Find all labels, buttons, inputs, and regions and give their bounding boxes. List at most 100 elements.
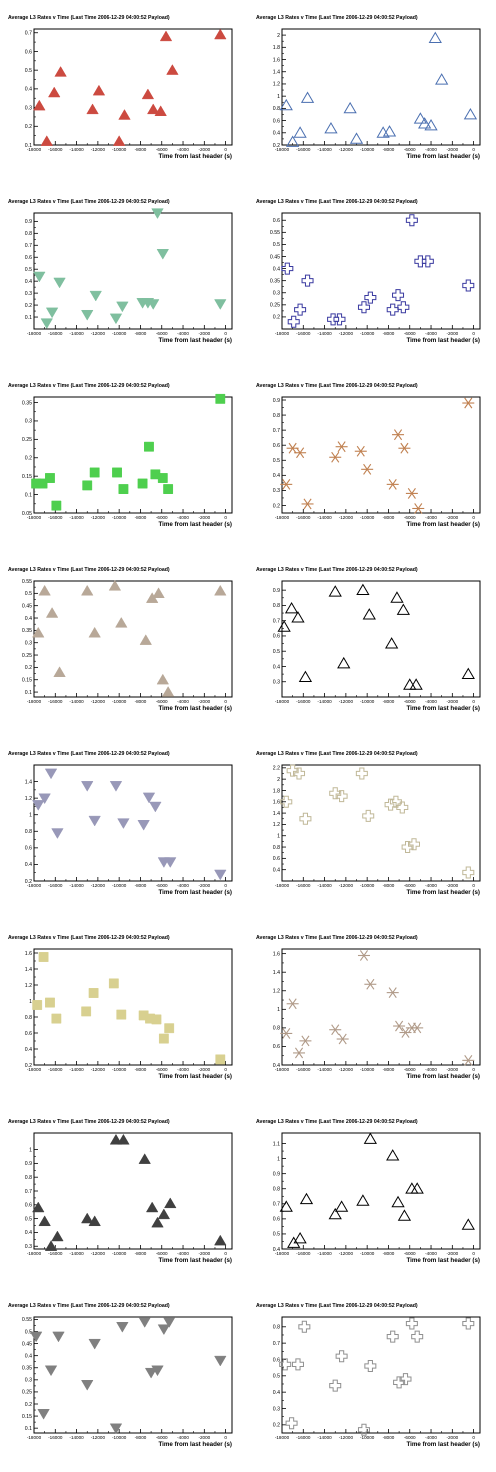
plot-frame — [33, 1132, 233, 1250]
data-markers — [279, 1317, 475, 1436]
x-tick-label: -16000 — [296, 699, 311, 704]
x-axis-label: Time from last header (s) — [406, 337, 480, 344]
x-tick-label: -10000 — [360, 883, 375, 888]
x-tick-label: -4000 — [177, 331, 189, 336]
plot-frame — [281, 28, 481, 146]
x-tick-label: 0 — [472, 1251, 475, 1256]
x-tick-label: -16000 — [296, 515, 311, 520]
y-tick-label: 0.8 — [273, 1026, 280, 1032]
y-tick-label: 1.2 — [273, 82, 280, 88]
x-tick-label: -16000 — [296, 331, 311, 336]
data-point — [399, 1373, 412, 1386]
x-tick-label: -12000 — [91, 147, 106, 152]
x-tick-label: 0 — [224, 1067, 227, 1072]
y-tick-label: 0.6 — [25, 255, 32, 261]
y-tick-label: 0.3 — [25, 419, 32, 425]
y-tick-label: 0.55 — [22, 1317, 32, 1323]
chart-title: Average L3 Rates v Time (Last Time 2006-… — [8, 567, 170, 573]
y-tick-label: 0.6 — [273, 118, 280, 124]
chart-svg: 0.1 0.2 0.3 0.4 0.5 0.6 0.7 0.8 0.9 -18000 -16000 -… — [25, 208, 233, 336]
data-point — [44, 1365, 58, 1377]
data-point — [355, 767, 368, 780]
chart-svg: 0.1 0.15 0.2 0.25 0.3 0.35 0.4 0.45 0.5 0.55 -1800… — [22, 579, 233, 704]
data-point — [293, 1231, 307, 1244]
y-tick-label: 0.5 — [273, 242, 280, 248]
x-tick-label: 0 — [224, 883, 227, 888]
data-point — [118, 109, 131, 120]
data-point — [40, 318, 53, 330]
x-tick-label: -4000 — [425, 883, 437, 888]
x-tick-label: -12000 — [339, 699, 354, 704]
x-tick-label: -6000 — [156, 1435, 168, 1440]
data-point — [44, 768, 58, 780]
data-markers — [32, 768, 227, 881]
data-point — [53, 277, 66, 289]
x-axis-label: Time from last header (s) — [406, 521, 480, 528]
data-point — [147, 103, 160, 115]
data-markers — [279, 31, 478, 147]
data-point — [328, 585, 342, 597]
data-point — [386, 1330, 399, 1343]
x-tick-label: -2000 — [198, 331, 210, 336]
chart-panel: Average L3 Rates v Time (Last Time 2006-… — [0, 1288, 248, 1472]
chart-panel: Average L3 Rates v Time (Last Time 2006-… — [248, 920, 496, 1104]
x-tick-label: -8000 — [135, 1067, 147, 1072]
data-point — [32, 800, 45, 811]
data-point — [435, 73, 449, 85]
y-tick-label: 0.2 — [25, 1063, 32, 1069]
data-point — [54, 66, 67, 77]
x-tick-label: -6000 — [404, 1067, 416, 1072]
data-point — [279, 98, 293, 111]
data-point — [151, 208, 164, 219]
x-tick-label: -10000 — [112, 883, 127, 888]
x-tick-label: -12000 — [91, 1435, 106, 1440]
y-tick-label: 0.6 — [273, 856, 280, 862]
data-point — [293, 1047, 306, 1059]
x-tick-label: -4000 — [425, 1435, 437, 1440]
x-tick-label: -6000 — [156, 515, 168, 520]
y-tick-label: 0.3 — [25, 641, 32, 647]
y-tick-label: 0.2 — [25, 879, 32, 885]
y-tick-label: 0.4 — [25, 87, 32, 93]
y-tick-label: 1.2 — [25, 983, 32, 989]
data-point — [154, 105, 167, 116]
x-tick-label: -4000 — [425, 515, 437, 520]
x-tick-label: -14000 — [69, 147, 84, 152]
data-point — [329, 1379, 342, 1392]
y-tick-label: 0.1 — [25, 315, 32, 321]
data-point — [118, 484, 129, 494]
x-tick-label: -18000 — [27, 1435, 42, 1440]
data-point — [397, 1209, 412, 1221]
data-point — [45, 473, 55, 483]
chart-panel: Average L3 Rates v Time (Last Time 2006-… — [248, 1104, 496, 1288]
data-markers — [33, 28, 227, 146]
y-tick-label: 0.5 — [25, 1216, 32, 1222]
y-tick-label: 0.7 — [25, 243, 32, 249]
data-markers — [280, 764, 475, 879]
data-markers — [33, 208, 227, 330]
data-point — [45, 607, 59, 618]
data-point — [363, 1132, 378, 1144]
data-point — [151, 1216, 164, 1228]
x-tick-label: -12000 — [91, 515, 106, 520]
y-tick-label: 0.4 — [25, 1047, 32, 1053]
x-tick-label: 0 — [224, 147, 227, 152]
y-tick-label: 0.8 — [273, 845, 280, 851]
y-tick-label: 0.3 — [273, 680, 280, 686]
chart-title: Average L3 Rates v Time (Last Time 2006-… — [256, 567, 418, 573]
plot-frame — [281, 764, 481, 882]
x-tick-label: -12000 — [91, 331, 106, 336]
data-point — [384, 798, 397, 811]
y-tick-label: 0.8 — [273, 413, 280, 419]
y-tick-label: 0.7 — [273, 618, 280, 624]
chart-panel: Average L3 Rates v Time (Last Time 2006-… — [248, 1288, 496, 1472]
y-tick-label: 1.4 — [25, 967, 32, 973]
data-point — [151, 1014, 162, 1025]
x-tick-label: -14000 — [317, 1251, 332, 1256]
y-tick-label: 0.5 — [273, 1232, 280, 1238]
x-tick-label: -8000 — [383, 331, 395, 336]
data-point — [33, 271, 46, 283]
x-tick-label: -8000 — [135, 699, 147, 704]
data-point — [32, 626, 45, 638]
y-tick-label: 0.4 — [273, 131, 280, 137]
